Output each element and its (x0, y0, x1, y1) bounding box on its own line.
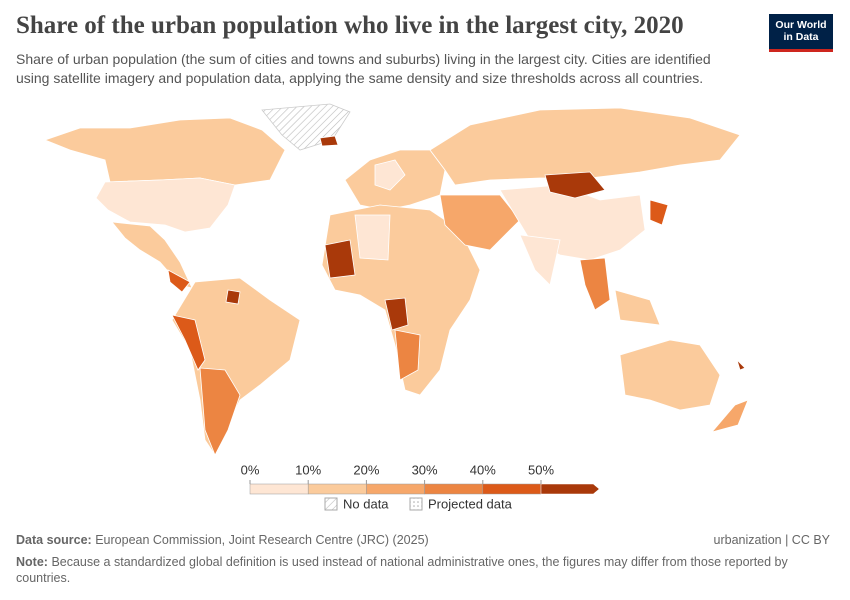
source-label: Data source: (16, 533, 92, 547)
legend-swatch (307, 483, 367, 495)
country (544, 171, 606, 199)
legend-tick-label: 40% (470, 462, 496, 477)
country (736, 359, 746, 371)
subtitle: Share of urban population (the sum of ci… (16, 51, 711, 86)
legend-swatch (249, 483, 309, 495)
country (95, 177, 236, 233)
legend-tick-label: 20% (353, 462, 379, 477)
projected-swatch (409, 497, 423, 511)
legend-tick-label: 30% (412, 462, 438, 477)
country (171, 277, 301, 456)
logo[interactable]: Our World in Data (769, 14, 833, 52)
country (171, 314, 206, 371)
legend-swatch (424, 483, 484, 495)
logo-line: Our World (775, 19, 827, 31)
legend-swatch (366, 483, 425, 495)
legend-label: Projected data (428, 496, 513, 511)
country (439, 194, 521, 251)
note-text: Because a standardized global definition… (16, 555, 788, 585)
country (394, 329, 421, 381)
legend-swatch (482, 483, 542, 495)
country (199, 367, 241, 456)
country (167, 269, 191, 293)
source-text: European Commission, Joint Research Cent… (95, 533, 429, 547)
country (614, 289, 661, 326)
country (429, 107, 741, 186)
legend: No data Projected data 0% 10% 20% 30% 40% 50% (241, 462, 600, 511)
country (354, 214, 391, 261)
country (374, 159, 406, 191)
source: Data source: European Commission, Joint … (16, 533, 429, 547)
country (225, 289, 241, 305)
country (43, 117, 286, 186)
legend-swatch (540, 483, 600, 495)
note-label: Note: (16, 555, 48, 569)
no-data-swatch (324, 497, 338, 511)
country (519, 234, 561, 286)
legend-label: No data (343, 496, 389, 511)
countries (43, 103, 749, 456)
legend-tick-label: 0% (241, 462, 260, 477)
country (710, 399, 749, 433)
country (319, 135, 339, 147)
logo-line: in Data (783, 31, 819, 43)
title: Share of the urban population who live i… (16, 12, 684, 39)
country (384, 297, 409, 331)
note: Note: Because a standardized global defi… (16, 554, 816, 586)
country (579, 257, 611, 311)
license[interactable]: urbanization | CC BY (713, 533, 831, 547)
country (324, 239, 356, 279)
legend-tick-label: 50% (528, 462, 554, 477)
country (619, 339, 721, 411)
legend-tick-label: 10% (295, 462, 321, 477)
country (649, 199, 669, 226)
